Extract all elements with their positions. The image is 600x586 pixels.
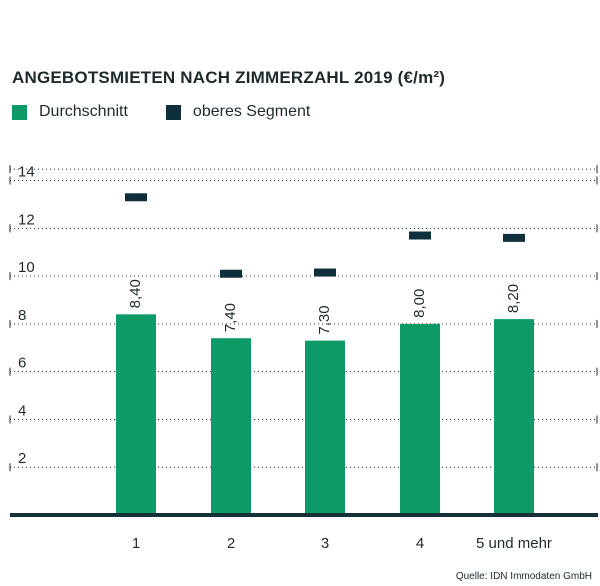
y-tick-label: 14 — [18, 164, 35, 181]
legend-item-durchschnitt: Durchschnitt — [12, 103, 128, 121]
bar-durchschnitt — [211, 338, 251, 515]
marker-oberes-segment — [314, 268, 336, 277]
legend-label-oberes-segment: oberes Segment — [192, 103, 311, 120]
y-tick-label: 2 — [18, 450, 26, 467]
legend-swatch-durchschnitt — [12, 104, 27, 120]
marker-oberes-segment — [409, 231, 431, 240]
bar-durchschnitt — [494, 319, 534, 515]
y-tick-label: 12 — [18, 211, 35, 228]
marker-oberes-segment — [503, 233, 525, 242]
x-tick-label: 1 — [132, 535, 140, 552]
bar-durchschnitt — [305, 340, 345, 515]
bar-durchschnitt — [400, 323, 440, 515]
y-tick-label: 6 — [18, 355, 26, 372]
bar-value-label: 8,00 — [411, 289, 428, 318]
legend-item-oberes-segment: oberes Segment — [165, 103, 311, 121]
chart-title: ANGEBOTSMIETEN NACH ZIMMERZAHL 2019 (€/m… — [12, 68, 446, 87]
x-axis-baseline — [10, 513, 598, 517]
bar-value-label: 8,20 — [505, 284, 522, 313]
legend-swatch-oberes-segment — [165, 104, 181, 120]
legend-label-durchschnitt: Durchschnitt — [39, 103, 128, 120]
marker-oberes-segment — [125, 193, 147, 202]
x-tick-label: 5 und mehr — [476, 535, 552, 552]
x-tick-label: 3 — [321, 535, 329, 552]
bar-value-label: 7,30 — [316, 305, 333, 334]
source-note: Quelle: IDN Immodaten GmbH — [455, 571, 592, 582]
bar-durchschnitt — [116, 314, 156, 515]
y-tick-label: 10 — [18, 259, 35, 276]
x-tick-label: 2 — [227, 535, 235, 552]
x-tick-label: 4 — [416, 535, 424, 552]
legend: Durchschnitt oberes Segment — [12, 103, 348, 121]
marker-oberes-segment — [220, 269, 242, 278]
bar-value-label: 7,40 — [222, 303, 239, 332]
y-tick-label: 4 — [18, 402, 26, 419]
y-tick-label: 8 — [18, 307, 26, 324]
bar-value-label: 8,40 — [127, 279, 144, 308]
